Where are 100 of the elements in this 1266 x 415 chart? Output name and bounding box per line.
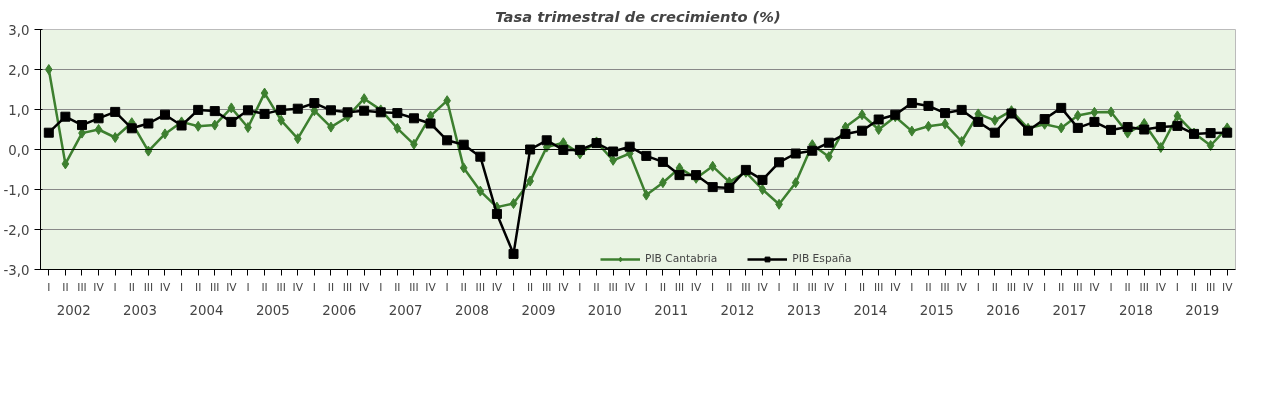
text: 2005 bbox=[255, 302, 290, 318]
x-tick-label: II bbox=[526, 280, 534, 294]
x-tick-label: I bbox=[1109, 280, 1113, 294]
x-tick-label: I bbox=[312, 280, 316, 294]
x-tick-label: III bbox=[409, 280, 419, 294]
x-tick-label: II bbox=[261, 280, 268, 294]
x-tick-label: I bbox=[578, 280, 582, 294]
x-tick-label: IV bbox=[823, 280, 835, 294]
y-tick-label: 2,0 bbox=[8, 62, 30, 78]
x-tick-label: I bbox=[1043, 280, 1047, 294]
x-tick-label: I bbox=[445, 280, 449, 294]
x-tick-label: I bbox=[777, 280, 781, 294]
x-tick-label: IV bbox=[757, 280, 769, 294]
x-tick-label: III bbox=[674, 280, 685, 294]
x-tick-label: I bbox=[1175, 280, 1179, 294]
x-tick-label: III bbox=[1006, 280, 1017, 294]
text: 2006 bbox=[322, 302, 357, 318]
text: 2007 bbox=[388, 302, 423, 318]
x-tick-label: III bbox=[342, 280, 353, 294]
text: 2011 bbox=[654, 302, 689, 318]
x-tick-label: III bbox=[608, 280, 618, 294]
x-tick-label: III bbox=[1205, 280, 1216, 294]
text: 2016 bbox=[986, 302, 1021, 318]
x-tick-label: II bbox=[394, 280, 401, 294]
x-tick-label: IV bbox=[558, 280, 570, 294]
x-tick-label: III bbox=[940, 280, 950, 294]
x-tick-label: I bbox=[379, 280, 383, 294]
x-tick-label: IV bbox=[890, 280, 902, 294]
x-tick-label: IV bbox=[425, 280, 437, 294]
x-tick-label: II bbox=[925, 280, 932, 294]
x-tick-label: I bbox=[910, 280, 914, 294]
x-tick-label: II bbox=[792, 280, 799, 294]
text: 2012 bbox=[720, 302, 755, 318]
x-tick-label: II bbox=[593, 280, 600, 294]
x-tick-label: IV bbox=[624, 280, 636, 294]
x-tick-label: I bbox=[511, 280, 516, 294]
x-tick-label: III bbox=[741, 280, 751, 294]
x-tick-label: III bbox=[143, 280, 154, 294]
legend-label: PIB España bbox=[792, 252, 852, 265]
x-tick-label: II bbox=[128, 280, 135, 294]
x-tick-label: II bbox=[991, 280, 998, 294]
x-tick-label: IV bbox=[491, 280, 503, 294]
x-tick-label: II bbox=[726, 280, 733, 294]
x-tick-label: I bbox=[711, 280, 715, 294]
text: 2008 bbox=[455, 302, 489, 318]
x-tick-label: IV bbox=[1022, 280, 1034, 294]
x-tick-label: II bbox=[659, 280, 667, 294]
x-tick-label: III bbox=[276, 280, 286, 294]
text: 2019 bbox=[1185, 302, 1220, 318]
y-tick-label: -3,0 bbox=[3, 262, 30, 278]
x-tick-label: I bbox=[246, 280, 250, 294]
y-tick-label: 0,0 bbox=[8, 142, 30, 158]
text: 2010 bbox=[587, 302, 622, 318]
x-tick-label: II bbox=[1058, 280, 1065, 294]
x-tick-label: III bbox=[210, 280, 220, 294]
x-tick-label: IV bbox=[226, 280, 238, 294]
x-tick-label: II bbox=[460, 280, 467, 294]
text: 2014 bbox=[853, 302, 888, 318]
x-tick-label: II bbox=[1190, 280, 1198, 294]
x-tick-label: I bbox=[47, 280, 51, 294]
x-tick-label: III bbox=[475, 280, 486, 294]
x-tick-label: III bbox=[807, 280, 817, 294]
x-tick-label: IV bbox=[358, 280, 371, 294]
text: 2018 bbox=[1118, 302, 1153, 318]
x-tick-label: IV bbox=[956, 280, 968, 294]
text: 2015 bbox=[919, 302, 954, 318]
x-tick-label: II bbox=[858, 280, 866, 294]
x-tick-label: IV bbox=[1221, 280, 1234, 294]
x-tick-label: IV bbox=[93, 280, 105, 294]
x-tick-label: IV bbox=[159, 280, 171, 294]
x-tick-label: I bbox=[976, 280, 980, 294]
x-tick-label: III bbox=[1073, 280, 1083, 294]
text: 2003 bbox=[123, 302, 158, 318]
y-tick-label: 3,0 bbox=[8, 22, 30, 38]
x-tick-label: II bbox=[195, 280, 202, 294]
y-tick-label: -1,0 bbox=[3, 182, 30, 198]
x-tick-label: I bbox=[644, 280, 648, 294]
y-tick-label: 1,0 bbox=[8, 102, 30, 118]
x-tick-label: IV bbox=[1089, 280, 1101, 294]
x-tick-label: III bbox=[873, 280, 884, 294]
x-tick-label: III bbox=[1139, 280, 1149, 294]
x-tick-label: III bbox=[542, 280, 552, 294]
x-tick-label: I bbox=[180, 280, 184, 294]
legend-label: PIB Cantabria bbox=[645, 252, 718, 265]
x-tick-label: IV bbox=[690, 280, 703, 294]
x-tick-label: II bbox=[1124, 280, 1131, 294]
x-tick-label: I bbox=[843, 280, 848, 294]
text: 2002 bbox=[56, 302, 91, 318]
text: 2004 bbox=[189, 302, 224, 318]
x-tick-label: II bbox=[327, 280, 335, 294]
chart-title: Tasa trimestral de crecimiento (%) bbox=[495, 7, 781, 25]
x-tick-label: IV bbox=[1155, 280, 1167, 294]
x-tick-label: II bbox=[62, 280, 69, 294]
x-tick-label: III bbox=[77, 280, 87, 294]
text: 2017 bbox=[1052, 302, 1087, 318]
text: 2009 bbox=[521, 302, 556, 318]
x-tick-label: I bbox=[113, 280, 117, 294]
y-tick-label: -2,0 bbox=[3, 222, 30, 238]
x-tick-label: IV bbox=[292, 280, 304, 294]
text: 2013 bbox=[787, 302, 821, 318]
